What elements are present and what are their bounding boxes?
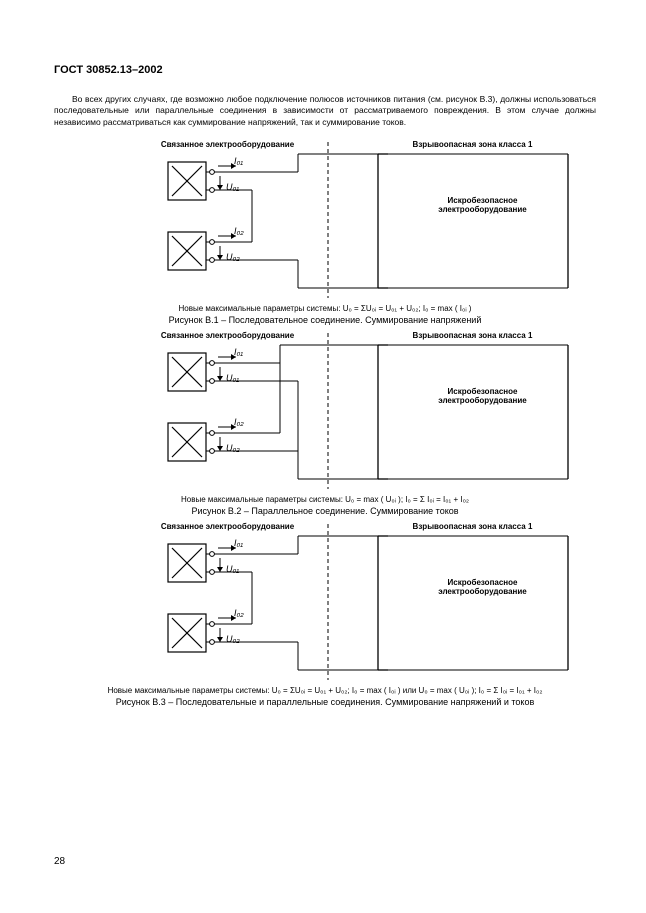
right-box-label: Искробезопасное электрооборудование (408, 387, 558, 405)
figure-b2: Связанное электрооборудование Взрывоопас… (54, 331, 596, 516)
diagram: Связанное электрооборудование Взрывоопас… (78, 140, 573, 300)
svg-text:U₀₁: U₀₁ (226, 182, 239, 192)
svg-text:U₀₁: U₀₁ (226, 564, 239, 574)
figure-caption: Рисунок В.1 – Последовательное соединени… (54, 315, 596, 325)
params-line: Новые максимальные параметры системы: U₀… (78, 495, 573, 504)
svg-text:I₀₁: I₀₁ (234, 156, 243, 166)
params-line: Новые максимальные параметры системы: U₀… (78, 304, 573, 313)
params-line: Новые максимальные параметры системы: U₀… (78, 686, 573, 695)
svg-text:I₀₁: I₀₁ (234, 538, 243, 548)
svg-text:I₀₂: I₀₂ (234, 417, 244, 427)
document-header: ГОСТ 30852.13–2002 (54, 64, 596, 76)
right-box-label: Искробезопасное электрооборудование (408, 196, 558, 214)
figure-b1: Связанное электрооборудование Взрывоопас… (54, 140, 596, 325)
diagram: Связанное электрооборудование Взрывоопас… (78, 522, 573, 682)
paragraph-intro: Во всех других случаях, где возможно люб… (54, 94, 596, 128)
diagram: Связанное электрооборудование Взрывоопас… (78, 331, 573, 491)
figure-b3: Связанное электрооборудование Взрывоопас… (54, 522, 596, 707)
right-box-label: Искробезопасное электрооборудование (408, 578, 558, 596)
svg-text:U₀₂: U₀₂ (226, 443, 240, 453)
figure-caption: Рисунок В.3 – Последовательные и паралле… (54, 697, 596, 707)
page-number: 28 (54, 856, 65, 867)
svg-text:I₀₂: I₀₂ (234, 608, 244, 618)
svg-text:I₀₂: I₀₂ (234, 226, 244, 236)
svg-text:I₀₁: I₀₁ (234, 347, 243, 357)
svg-text:U₀₁: U₀₁ (226, 373, 239, 383)
figures-container: Связанное электрооборудование Взрывоопас… (54, 140, 596, 707)
figure-caption: Рисунок В.2 – Параллельное соединение. С… (54, 506, 596, 516)
svg-text:U₀₂: U₀₂ (226, 252, 240, 262)
svg-text:U₀₂: U₀₂ (226, 634, 240, 644)
